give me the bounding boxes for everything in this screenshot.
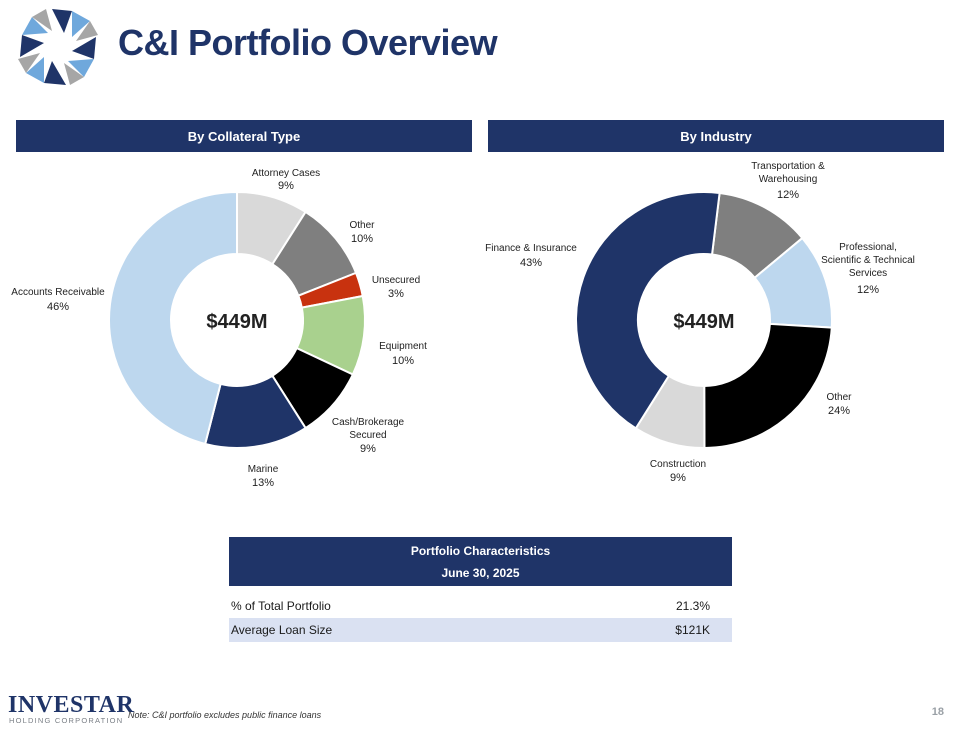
slice-percent: 43% — [520, 257, 542, 269]
slice-percent: 9% — [670, 472, 686, 484]
slice-percent: 12% — [777, 189, 799, 201]
slice-percent: 10% — [351, 233, 373, 245]
row-label: Average Loan Size — [231, 623, 333, 637]
slice-label: Transportation & Warehousing — [751, 161, 825, 185]
row-value: 21.3% — [675, 599, 710, 613]
collateral-type-header: By Collateral Type — [16, 120, 472, 152]
donut-center-total: $449M — [673, 311, 734, 333]
slice-label: Marine — [248, 464, 279, 475]
slice-label: Construction — [650, 459, 706, 470]
table-row: Average Loan Size $121K — [229, 618, 732, 642]
footer-brand-subtitle: HOLDING CORPORATION — [9, 716, 124, 725]
slice-percent: 9% — [278, 180, 294, 192]
donut-center-total: $449M — [206, 311, 267, 333]
footer-brand-logo: INVESTAR — [8, 692, 135, 718]
donut-slice-accounts-receivable — [108, 190, 238, 446]
slice-percent: 3% — [388, 288, 404, 300]
slice-label: Attorney Cases — [252, 168, 320, 179]
portfolio-characteristics-table: Portfolio Characteristics June 30, 2025 … — [229, 537, 732, 642]
industry-header: By Industry — [488, 120, 944, 152]
slice-label: Equipment — [379, 341, 427, 352]
slice-label: Unsecured — [372, 275, 420, 286]
slice-percent: 24% — [828, 405, 850, 417]
slice-label: Professional, Scientific & Technical Servi… — [821, 242, 915, 279]
slice-label: Finance & Insurance — [485, 243, 577, 254]
table-header-date: June 30, 2025 — [441, 565, 520, 580]
slice-percent: 9% — [360, 443, 376, 455]
slice-label: Other — [826, 392, 852, 403]
slice-percent: 12% — [857, 284, 879, 296]
table-row: % of Total Portfolio 21.3% — [229, 594, 732, 618]
slice-percent: 46% — [47, 301, 69, 313]
donut-slice-other — [703, 322, 833, 450]
page-number: 18 — [931, 706, 944, 718]
row-value: $121K — [675, 623, 710, 637]
slice-label: Accounts Receivable — [11, 287, 105, 298]
row-label: % of Total Portfolio — [231, 599, 331, 613]
footnote: Note: C&I portfolio excludes public fina… — [128, 710, 322, 720]
table-header: Portfolio Characteristics June 30, 2025 — [229, 537, 732, 586]
donut-slice-finance-insurance — [575, 191, 721, 430]
table-header-title: Portfolio Characteristics — [410, 543, 551, 558]
company-logo-icon — [18, 9, 98, 85]
slice-percent: 13% — [252, 477, 274, 489]
slice-percent: 10% — [392, 355, 414, 367]
page-title: C&I Portfolio Overview — [118, 22, 498, 63]
slice-label: Cash/Brokerage Secured — [332, 417, 405, 441]
slice-label: Other — [349, 220, 375, 231]
